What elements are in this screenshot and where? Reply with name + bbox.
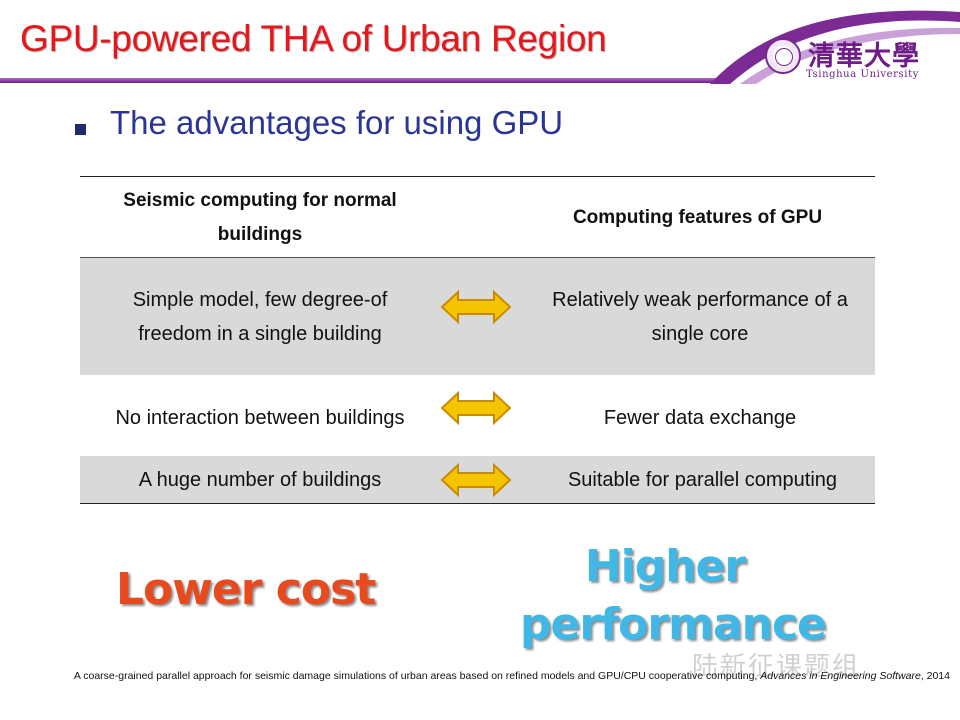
higher-performance-label: Higher performance (520, 541, 827, 650)
lower-cost-label: Lower cost (116, 564, 376, 615)
table-row-right: Relatively weak performance of a single … (552, 288, 848, 345)
table-row-left: A huge number of buildings (138, 468, 382, 491)
table-header-right: Computing features of GPU (572, 207, 823, 228)
table-row-left: Simple model, few degree-of freedom in a… (132, 288, 388, 345)
reference-citation: A coarse-grained parallel approach for s… (0, 668, 950, 684)
university-seal-icon (765, 38, 801, 74)
bullet-square-icon (75, 124, 86, 135)
reference-text: A coarse-grained parallel approach for s… (73, 670, 758, 682)
double-arrow-icon (440, 390, 512, 426)
table-row-band (80, 258, 875, 375)
table-header-left: Seismic computing for normal buildings (123, 190, 397, 245)
comparison-table: Seismic computing for normal buildings C… (80, 176, 875, 504)
watermark-text: 陆新征课题组 (692, 651, 861, 681)
double-arrow-icon (440, 289, 512, 325)
bullet-heading: The advantages for using GPU (110, 104, 564, 141)
table-bottom-rule (80, 503, 875, 504)
table-row-right: Fewer data exchange (603, 407, 797, 429)
reference-journal: Advances in Engineering Software (760, 670, 921, 682)
table-header-rule (80, 257, 875, 258)
double-arrow-icon (440, 462, 512, 498)
university-name-english: Tsinghua University (806, 69, 919, 80)
title-underline (0, 78, 720, 83)
header-swoosh (710, 10, 960, 84)
slide-title: GPU-powered THA of Urban Region (20, 18, 607, 59)
table-row-left: No interaction between buildings (115, 407, 405, 429)
reference-year: , 2014 (920, 670, 950, 682)
table-row-right: Suitable for parallel computing (567, 468, 838, 491)
university-name-chinese: 清華大學 (808, 41, 920, 72)
table-top-rule (80, 176, 875, 177)
